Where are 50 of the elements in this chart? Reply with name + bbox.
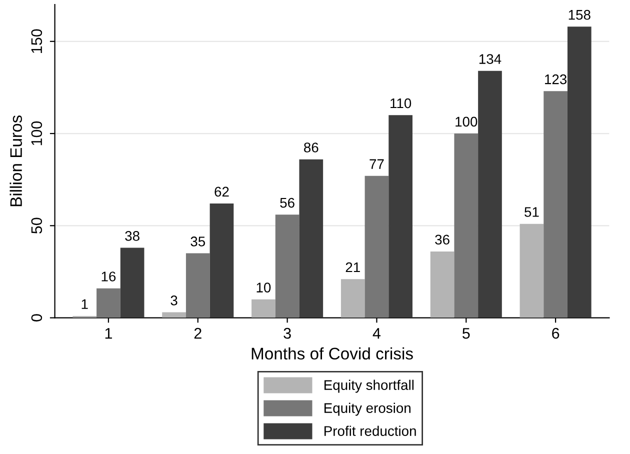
data-label: 123 bbox=[545, 74, 567, 84]
data-label: 35 bbox=[190, 236, 206, 246]
data-label: 77 bbox=[370, 159, 384, 169]
bar bbox=[275, 214, 300, 318]
data-label: 51 bbox=[524, 207, 539, 217]
data-label: 56 bbox=[280, 198, 294, 208]
y-tick-label: 0 bbox=[31, 314, 42, 322]
bar bbox=[210, 204, 234, 318]
bar bbox=[120, 248, 144, 318]
x-tick-label: 3 bbox=[284, 328, 291, 339]
y-axis-title: Billion Euros bbox=[10, 115, 22, 206]
legend-label: Equity shortfall bbox=[324, 380, 414, 393]
x-tick-label: 1 bbox=[105, 328, 112, 339]
data-label: 16 bbox=[102, 272, 116, 282]
bar bbox=[252, 299, 276, 318]
bar bbox=[520, 224, 544, 318]
bar bbox=[478, 70, 502, 318]
data-label: 36 bbox=[435, 234, 450, 245]
x-tick-label: 6 bbox=[552, 328, 560, 339]
bar bbox=[340, 279, 365, 318]
x-tick-label: 4 bbox=[372, 328, 381, 339]
x-tick-label: 2 bbox=[194, 328, 202, 339]
y-tick-label: 150 bbox=[31, 29, 42, 53]
bar bbox=[567, 26, 592, 318]
data-label: 86 bbox=[304, 142, 318, 152]
bar bbox=[544, 91, 568, 318]
x-tick-label: 5 bbox=[462, 328, 470, 339]
data-label: 10 bbox=[256, 282, 271, 292]
x-axis-title: Months of Covid crisis bbox=[252, 347, 413, 360]
data-label: 38 bbox=[125, 231, 140, 241]
bar bbox=[388, 115, 412, 318]
data-label: 110 bbox=[390, 98, 412, 108]
data-label: 62 bbox=[214, 186, 229, 197]
bar bbox=[364, 176, 389, 318]
data-label: 100 bbox=[456, 116, 478, 127]
bar bbox=[96, 288, 120, 318]
data-label: 134 bbox=[479, 54, 502, 64]
bar bbox=[299, 159, 324, 318]
legend-label: Equity erosion bbox=[324, 402, 410, 416]
data-label: 21 bbox=[346, 262, 360, 272]
y-tick-label: 50 bbox=[31, 218, 42, 234]
y-tick-label: 100 bbox=[31, 121, 42, 146]
bar bbox=[162, 312, 186, 318]
data-label: 1 bbox=[82, 299, 88, 309]
data-label: 158 bbox=[568, 10, 590, 20]
bar bbox=[454, 134, 478, 318]
bar bbox=[186, 253, 210, 318]
legend-label: Profit reduction bbox=[324, 426, 416, 436]
data-label: 3 bbox=[170, 296, 178, 306]
bar bbox=[430, 251, 454, 318]
